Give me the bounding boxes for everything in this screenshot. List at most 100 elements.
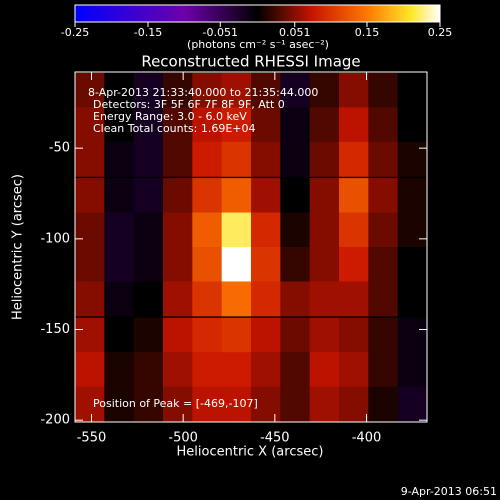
heatmap-cell: [368, 107, 399, 143]
heatmap-cell: [397, 247, 428, 282]
heatmap-cell: [280, 386, 311, 422]
plot-frame: [74, 71, 428, 423]
colorbar-label: (photons cm⁻² s⁻¹ asec⁻²): [187, 38, 329, 51]
heatmap-cell: [163, 212, 193, 248]
heatmap-cell: [163, 386, 193, 422]
heatmap-cell: [251, 281, 281, 317]
y-tick-label: -50: [49, 141, 70, 156]
heatmap-cell: [280, 178, 311, 214]
heatmap-cell: [192, 178, 223, 214]
heatmap-cell: [163, 317, 193, 353]
peak-annotation: Position of Peak = [-469,-107]: [93, 397, 258, 410]
heatmap-cell: [133, 107, 164, 143]
heatmap-cell: [309, 212, 340, 248]
heatmap-cell: [133, 386, 164, 422]
heatmap-cell: [192, 386, 223, 422]
heatmap-cell: [368, 247, 399, 282]
heatmap-cell: [221, 386, 252, 422]
heatmap-cell: [309, 247, 340, 282]
heatmap-cell: [75, 352, 105, 388]
heatmap-cell: [133, 247, 164, 282]
y-tick-label: -150: [40, 322, 70, 337]
heatmap-cell: [75, 72, 105, 108]
heatmap-cell: [133, 281, 164, 317]
colorbar-tick-label: -0.25: [61, 26, 89, 39]
heatmap-cell: [280, 281, 311, 317]
heatmap-cell: [339, 141, 369, 177]
heatmap-cell: [280, 352, 311, 388]
heatmap-cell: [192, 212, 223, 248]
heatmap-cell: [104, 317, 135, 353]
x-axis-label: Heliocentric X (arcsec): [177, 445, 324, 460]
colorbar-tick-label: 0.051: [279, 26, 311, 39]
heatmap-cell: [221, 72, 252, 108]
heatmap-cell: [104, 352, 135, 388]
heatmap-cell: [309, 352, 340, 388]
heatmap-cell: [339, 178, 369, 214]
heatmap-cell: [221, 247, 252, 282]
heatmap-cell: [163, 107, 193, 143]
heatmap-cell: [104, 247, 135, 282]
heatmap-cell: [133, 178, 164, 214]
heatmap-cell: [280, 141, 311, 177]
heatmap-cell: [133, 212, 164, 248]
heatmap-cell: [104, 212, 135, 248]
heatmap-cell: [104, 178, 135, 214]
heatmap-cell: [280, 247, 311, 282]
heatmap-cell: [397, 386, 428, 422]
heatmap-cell: [339, 281, 369, 317]
heatmap-cell: [368, 212, 399, 248]
heatmap-cell: [397, 178, 428, 214]
heatmap-cell: [251, 247, 281, 282]
heatmap-cell: [251, 178, 281, 214]
heatmap-cell: [221, 317, 252, 353]
chart-title: Reconstructed RHESSI Image: [141, 53, 360, 71]
heatmap-cell: [163, 178, 193, 214]
heatmap-cell: [75, 281, 105, 317]
colorbar-tick-label: -0.15: [134, 26, 162, 39]
heatmap-cell: [368, 178, 399, 214]
heatmap-cell: [104, 386, 135, 422]
colorbar-tick-label: 0.25: [428, 26, 453, 39]
heatmap-cell: [397, 212, 428, 248]
heatmap-cell: [309, 141, 340, 177]
heatmap-cell: [251, 386, 281, 422]
heatmap-cell: [251, 352, 281, 388]
heatmap-cell: [280, 107, 311, 143]
heatmap: [75, 72, 428, 422]
heatmap-cell: [251, 317, 281, 353]
heatmap-cell: [251, 72, 281, 108]
annotation: Clean Total counts: 1.69E+04: [93, 122, 256, 135]
heatmap-cell: [309, 107, 340, 143]
heatmap-cell: [221, 212, 252, 248]
x-tick-label: -550: [77, 431, 107, 446]
heatmap-cell: [221, 178, 252, 214]
heatmap-cell: [309, 386, 340, 422]
x-tick-label: -450: [260, 431, 290, 446]
x-tick-label: -400: [352, 431, 382, 446]
heatmap-cell: [133, 317, 164, 353]
heatmap-cell: [75, 212, 105, 248]
annotation: Detectors: 3F 5F 6F 7F 8F 9F, Att 0: [93, 98, 285, 111]
heatmap-cell: [368, 281, 399, 317]
heatmap-cell: [397, 352, 428, 388]
heatmap-cell: [75, 247, 105, 282]
heatmap-cell: [251, 141, 281, 177]
heatmap-cell: [339, 212, 369, 248]
heatmap-cell: [75, 386, 105, 422]
heatmap-cell: [163, 247, 193, 282]
heatmap-cell: [75, 107, 105, 143]
heatmap-cell: [368, 352, 399, 388]
heatmap-cell: [309, 178, 340, 214]
heatmap-cell: [133, 352, 164, 388]
heatmap-cell: [75, 141, 105, 177]
heatmap-cell: [397, 281, 428, 317]
heatmap-cell: [192, 72, 223, 108]
colorbar: [74, 4, 441, 23]
heatmap-cell: [280, 212, 311, 248]
heatmap-cell: [192, 317, 223, 353]
annotation: Energy Range: 3.0 - 6.0 keV: [93, 110, 247, 123]
y-axis-label: Heliocentric Y (arcsec): [11, 174, 26, 320]
y-tick-label: -100: [40, 231, 70, 246]
